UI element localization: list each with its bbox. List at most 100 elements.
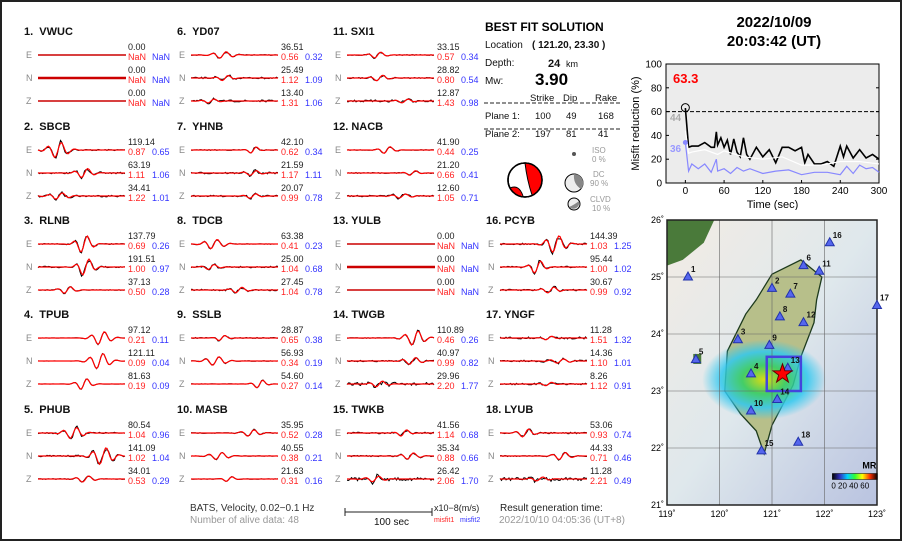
- peak-amplitude: 40.97: [437, 348, 460, 358]
- mainland-coast: [667, 220, 715, 266]
- peak-amplitude: 34.41: [128, 183, 151, 193]
- misfit2-value: 1.06: [305, 98, 323, 108]
- misfit1-value: 0.71: [590, 453, 608, 463]
- misfit1-value: 0.87: [128, 147, 146, 157]
- misfit1-value: 0.80: [437, 75, 455, 85]
- misfit2-value: 0.78: [305, 193, 323, 203]
- waveform: [37, 447, 126, 466]
- best-marker: [680, 103, 690, 113]
- station-block: 12. NACB E 41.90 0.44 0.25 N 21.20 0.66 0.41 Z 12.…: [333, 121, 488, 213]
- waveform: [190, 239, 278, 250]
- component-label: E: [26, 50, 33, 60]
- misfit1-value: NaN: [437, 241, 456, 251]
- clvd-pct: 10 %: [592, 204, 611, 213]
- misfit2-value: 0.21: [305, 453, 323, 463]
- observed-trace: [37, 449, 126, 465]
- lon-tick-label: 120˚: [710, 509, 728, 519]
- observed-trace: [499, 238, 588, 256]
- component-label: Z: [335, 379, 341, 389]
- station-block: 16. PCYB E 144.39 1.03 1.25 N 95.44 1.00 1.02 Z 30…: [486, 215, 641, 307]
- synthetic-trace: [38, 352, 126, 370]
- y-axis-label: Misfit reduction (%): [630, 76, 642, 170]
- misfit1-value: 1.43: [437, 98, 455, 108]
- best-value: 63.3: [673, 71, 698, 86]
- misfit2-value: 0.32: [305, 52, 323, 62]
- synthetic-trace: [500, 335, 587, 341]
- peak-amplitude: 20.07: [281, 183, 304, 193]
- waveform: [37, 139, 126, 159]
- misfit2-value: 0.04: [152, 358, 170, 368]
- waveform: [499, 235, 588, 256]
- component-label: N: [335, 168, 342, 178]
- component-label: E: [488, 428, 495, 438]
- misfit1-value: 0.66: [437, 170, 455, 180]
- waveform: [346, 452, 435, 460]
- station-block: 10. MASB E 35.95 0.52 0.28 N 40.55 0.38 0.21 Z 21.…: [177, 404, 332, 496]
- peak-amplitude: 41.90: [437, 137, 460, 147]
- misfit1-value: 0.69: [128, 241, 146, 251]
- component-label: Z: [488, 474, 494, 484]
- misfit1-value: 1.14: [437, 430, 455, 440]
- peak-amplitude: 28.87: [281, 325, 304, 335]
- dc-label: DC: [593, 170, 605, 179]
- rake-value: 41: [598, 129, 609, 140]
- component-label: N: [26, 168, 33, 178]
- dc-pct: 90 %: [590, 179, 609, 188]
- station-block: 17. YNGF E 11.28 1.51 1.32 N 14.36 1.10 1.01 Z 8.2…: [486, 309, 641, 401]
- misfit2-value: NaN: [461, 287, 480, 297]
- waveform: [190, 476, 279, 482]
- component-label: E: [488, 239, 495, 249]
- misfit2-value: 0.23: [305, 241, 323, 251]
- peak-amplitude: 29.96: [437, 371, 460, 381]
- mw-label: Mw:: [485, 76, 504, 87]
- peak-amplitude: 21.59: [281, 160, 304, 170]
- component-label: N: [488, 451, 495, 461]
- peak-amplitude: 0.00: [128, 42, 146, 52]
- misfit1-value: 2.20: [437, 381, 455, 391]
- misfit1-value: 1.17: [281, 170, 299, 180]
- component-label: E: [179, 50, 186, 60]
- misfit-reduction-field: [702, 339, 827, 420]
- misfit1-value: 0.09: [128, 358, 146, 368]
- component-label: N: [488, 356, 495, 366]
- synthetic-trace: [191, 286, 278, 294]
- clvd-label: CLVD: [590, 195, 611, 204]
- station-block: 5. PHUB E 80.54 1.04 0.96 N 141.09 1.02 1.04 Z 34.…: [24, 404, 179, 496]
- peak-amplitude: 110.89: [437, 325, 464, 335]
- lon-tick-label: 121˚: [763, 509, 781, 519]
- waveform: [499, 259, 588, 275]
- misfit2-value: 0.28: [305, 430, 323, 440]
- station-number: 11: [822, 259, 831, 268]
- component-label: E: [335, 333, 342, 343]
- peak-amplitude: 0.00: [128, 65, 146, 75]
- station-marker: [824, 236, 836, 247]
- waveform: [190, 286, 279, 294]
- peak-amplitude: 191.51: [128, 254, 156, 264]
- misfit1-value: 1.02: [128, 453, 146, 463]
- station-title: 9. SSLB: [177, 309, 222, 321]
- station-title: 3. RLNB: [24, 215, 70, 227]
- component-label: Z: [179, 379, 185, 389]
- station-title: 10. MASB: [177, 404, 228, 416]
- waveform: [499, 428, 588, 438]
- misfit2-value: NaN: [461, 241, 480, 251]
- misfit2-value: 0.71: [461, 193, 479, 203]
- waveform: [37, 286, 126, 295]
- peak-amplitude: 0.00: [437, 277, 455, 287]
- station-title: 18. LYUB: [486, 404, 534, 416]
- rake-value: 168: [598, 111, 614, 122]
- synthetic-trace: [37, 142, 125, 159]
- misfit1-value: 0.53: [128, 476, 146, 486]
- station-block: 9. SSLB E 28.87 0.65 0.38 N 56.93 0.34 0.19 Z 54.6…: [177, 309, 332, 401]
- misfit1-value: NaN: [128, 98, 147, 108]
- series-line: [684, 107, 880, 168]
- misfit1-value: 1.11: [128, 170, 145, 180]
- misfit1-value: 0.56: [281, 52, 299, 62]
- blue-series-label: 36: [670, 144, 682, 155]
- component-label: Z: [26, 285, 32, 295]
- synthetic-trace: [191, 98, 278, 104]
- misfit2-value: 0.66: [461, 453, 479, 463]
- misfit2-value: 1.11: [305, 170, 322, 180]
